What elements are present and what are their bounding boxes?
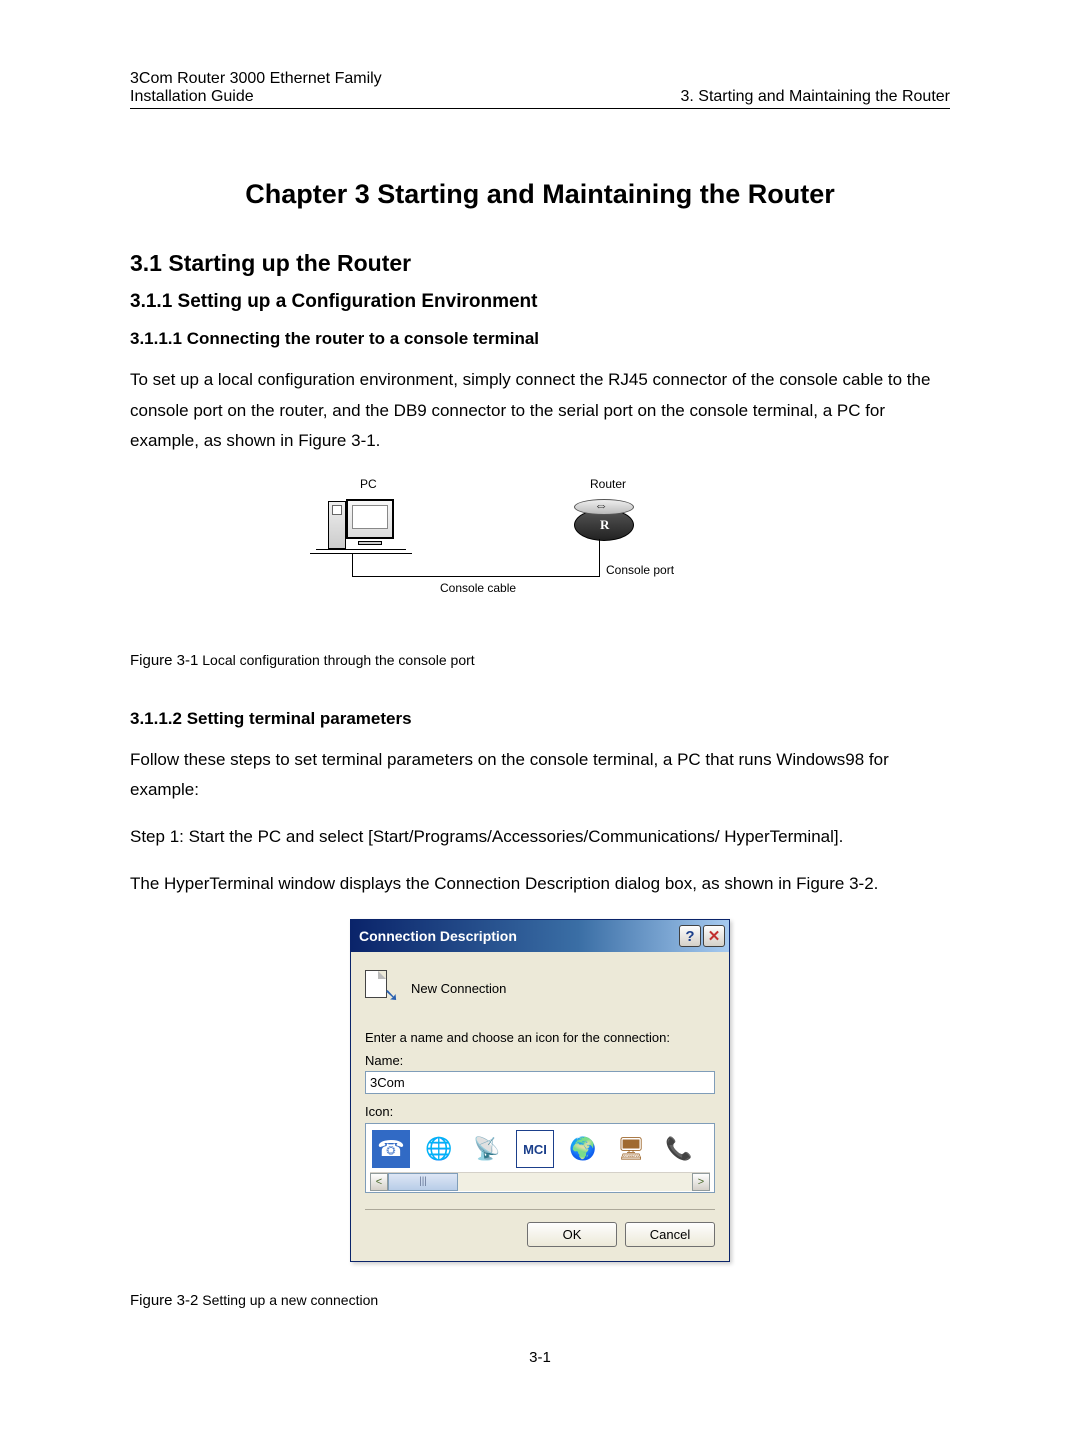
- section-3-1-1-2-title: 3.1.1.2 Setting terminal parameters: [130, 709, 950, 729]
- cancel-button[interactable]: Cancel: [625, 1222, 715, 1247]
- figure-3-1-text: Local configuration through the console …: [202, 652, 474, 668]
- help-button[interactable]: ?: [679, 925, 701, 947]
- console-cable-label: Console cable: [440, 581, 516, 595]
- scroll-thumb[interactable]: |||: [388, 1173, 458, 1191]
- close-button[interactable]: ✕: [703, 925, 725, 947]
- figure-3-2: Connection Description ? ✕ ➘ New Connect…: [130, 919, 950, 1262]
- satellite-icon[interactable]: 📡: [468, 1130, 506, 1168]
- figure-3-1-caption: Figure 3-1 Local configuration through t…: [130, 652, 950, 669]
- page-header: 3Com Router 3000 Ethernet Family Install…: [130, 70, 950, 106]
- figure-3-2-text: Setting up a new connection: [202, 1292, 378, 1308]
- page-number: 3-1: [130, 1349, 950, 1366]
- icon-picker: ☎ 🌐 📡 MCI 🌍 🖥 📞 < ||| >: [365, 1123, 715, 1193]
- scroll-right-arrow-icon[interactable]: >: [692, 1173, 710, 1191]
- dialog-separator: [365, 1209, 715, 1210]
- figure-3-1: PC Router ⇔ R Console port Console cable: [130, 477, 950, 622]
- router-r-icon: R: [600, 517, 609, 533]
- name-label: Name:: [365, 1053, 715, 1068]
- console-cable-line: [352, 553, 600, 577]
- computer-icon[interactable]: 🖥: [612, 1130, 650, 1168]
- section-3-1-1-title: 3.1.1 Setting up a Configuration Environ…: [130, 291, 950, 313]
- phone-icon[interactable]: ☎: [372, 1130, 410, 1168]
- dialog-prompt: Enter a name and choose an icon for the …: [365, 1030, 715, 1045]
- new-connection-icon: ➘: [365, 970, 401, 1006]
- console-port-label: Console port: [606, 563, 674, 577]
- figure-3-1-label: Figure 3-1: [130, 652, 198, 669]
- router-label: Router: [590, 477, 626, 491]
- pc-monitor-icon: [346, 499, 394, 539]
- header-right: 3. Starting and Maintaining the Router: [681, 70, 951, 106]
- icon-scrollbar[interactable]: < ||| >: [370, 1172, 710, 1190]
- chapter-title: Chapter 3 Starting and Maintaining the R…: [130, 179, 950, 210]
- earth-icon[interactable]: 🌍: [564, 1130, 602, 1168]
- chapter-ref: 3. Starting and Maintaining the Router: [681, 88, 951, 106]
- dialog-title: Connection Description: [359, 928, 517, 944]
- dialog-titlebar: Connection Description ? ✕: [351, 920, 729, 952]
- header-rule: [130, 108, 950, 109]
- section-3-1-title: 3.1 Starting up the Router: [130, 250, 950, 277]
- icon-label: Icon:: [365, 1104, 715, 1119]
- paragraph-3-1-1-1: To set up a local configuration environm…: [130, 365, 950, 457]
- globe-icon[interactable]: 🌐: [420, 1130, 458, 1168]
- new-connection-text: New Connection: [411, 981, 506, 996]
- router-arrows-icon: ⇔: [594, 497, 608, 513]
- pc-tower-icon: [328, 501, 346, 549]
- figure-3-2-label: Figure 3-2: [130, 1292, 198, 1309]
- pc-base-line: [316, 549, 406, 550]
- telephone-icon[interactable]: 📞: [660, 1130, 698, 1168]
- ok-button[interactable]: OK: [527, 1222, 617, 1247]
- name-input[interactable]: [365, 1071, 715, 1094]
- product-line: 3Com Router 3000 Ethernet Family: [130, 70, 382, 88]
- figure-3-2-caption: Figure 3-2 Setting up a new connection: [130, 1292, 950, 1309]
- cable-vertical: [599, 539, 600, 577]
- section-3-1-1-1-title: 3.1.1.1 Connecting the router to a conso…: [130, 329, 950, 349]
- connection-description-dialog: Connection Description ? ✕ ➘ New Connect…: [350, 919, 730, 1262]
- dialog-body: ➘ New Connection Enter a name and choose…: [351, 952, 729, 1261]
- pc-label: PC: [360, 477, 377, 491]
- scroll-left-arrow-icon[interactable]: <: [370, 1173, 388, 1191]
- paragraph-3-1-1-2-a: Follow these steps to set terminal param…: [130, 745, 950, 806]
- header-left: 3Com Router 3000 Ethernet Family Install…: [130, 70, 382, 106]
- doc-title: Installation Guide: [130, 88, 382, 106]
- pc-stand-icon: [358, 541, 382, 545]
- paragraph-3-1-1-2-b: Step 1: Start the PC and select [Start/P…: [130, 822, 950, 853]
- scroll-track[interactable]: |||: [388, 1173, 692, 1191]
- mci-icon[interactable]: MCI: [516, 1130, 554, 1168]
- paragraph-3-1-1-2-c: The HyperTerminal window displays the Co…: [130, 869, 950, 900]
